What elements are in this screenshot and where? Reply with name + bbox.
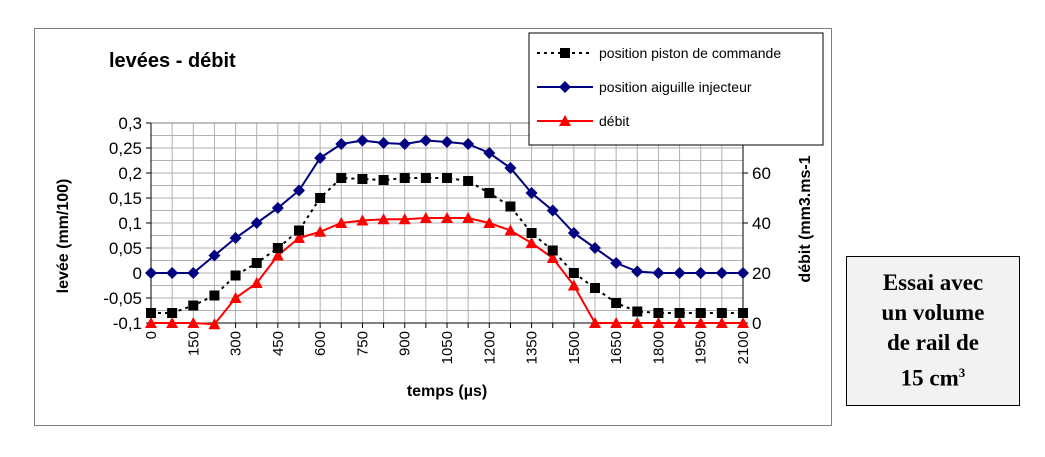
series-point xyxy=(421,173,431,183)
series-point xyxy=(400,173,410,183)
note-line-2: un volume xyxy=(882,298,985,328)
x-tick-label: 2100 xyxy=(735,331,752,364)
note-superscript: 3 xyxy=(959,365,966,380)
chart-frame: -0,1-0,0500,050,10,150,20,250,3020406080… xyxy=(34,28,832,426)
series-point xyxy=(188,301,198,311)
x-tick-label: 1350 xyxy=(524,331,541,364)
x-tick-label: 450 xyxy=(270,331,287,356)
note-line-3: de rail de xyxy=(882,328,985,358)
x-tick-label: 1200 xyxy=(481,331,498,364)
x-tick-label: 900 xyxy=(397,331,414,356)
series-point xyxy=(273,243,283,253)
series-point xyxy=(611,298,621,308)
legend-label: position piston de commande xyxy=(599,45,781,61)
y2-tick-label: 20 xyxy=(752,264,771,283)
note-line-1: Essai avec xyxy=(882,268,985,298)
series-point xyxy=(252,258,262,268)
series-point xyxy=(738,308,748,318)
series-point xyxy=(146,308,156,318)
legend-label: position aiguille injecteur xyxy=(599,79,752,95)
y-tick-label: 0,25 xyxy=(109,139,142,158)
series-point xyxy=(505,202,515,212)
x-axis-label: temps (µs) xyxy=(407,383,487,400)
series-point xyxy=(336,173,346,183)
series-point xyxy=(484,188,494,198)
series-point xyxy=(548,246,558,256)
y2-axis-label: débit (mm3.ms-1 xyxy=(797,155,814,282)
y-tick-label: 0,15 xyxy=(109,189,142,208)
y2-tick-label: 40 xyxy=(752,214,771,233)
y-tick-label: -0,1 xyxy=(113,314,142,333)
x-tick-label: 1950 xyxy=(693,331,710,364)
series-point xyxy=(357,174,367,184)
x-tick-label: 750 xyxy=(354,331,371,356)
series-point xyxy=(167,308,177,318)
series-point xyxy=(463,176,473,186)
legend-marker xyxy=(560,48,570,58)
chart-svg: -0,1-0,0500,050,10,150,20,250,3020406080… xyxy=(35,29,833,427)
x-tick-label: 1500 xyxy=(566,331,583,364)
series-point xyxy=(231,271,241,281)
y-tick-label: 0,05 xyxy=(109,239,142,258)
series-point xyxy=(527,228,537,238)
x-tick-label: 600 xyxy=(312,331,329,356)
chart-title: levées - débit xyxy=(109,50,236,72)
series-point xyxy=(696,308,706,318)
y-tick-label: 0 xyxy=(133,264,142,283)
x-tick-label: 0 xyxy=(143,331,160,339)
series-point xyxy=(590,283,600,293)
series-point xyxy=(632,307,642,317)
series-point xyxy=(209,291,219,301)
note-line-4-text: 15 cm xyxy=(901,366,959,391)
series-point xyxy=(442,173,452,183)
x-tick-label: 300 xyxy=(228,331,245,356)
legend: position piston de commande position aigu… xyxy=(529,33,823,145)
x-tick-label: 1800 xyxy=(650,331,667,364)
series-point xyxy=(379,175,389,185)
x-tick-label: 1050 xyxy=(439,331,456,364)
note-box: Essai avec un volume de rail de 15 cm3 xyxy=(846,256,1020,406)
series-point xyxy=(653,308,663,318)
series-point xyxy=(717,308,727,318)
y-tick-label: 0,1 xyxy=(118,214,142,233)
y2-tick-label: 60 xyxy=(752,164,771,183)
legend-label: débit xyxy=(599,113,629,129)
y-tick-label: -0,05 xyxy=(103,289,142,308)
x-tick-label: 150 xyxy=(185,331,202,356)
series-point xyxy=(315,193,325,203)
note-line-4: 15 cm3 xyxy=(882,358,985,394)
series-point xyxy=(569,268,579,278)
series-point xyxy=(294,226,304,236)
y-axis-label: levée (mm/100) xyxy=(55,179,72,294)
y-tick-label: 0,3 xyxy=(118,114,142,133)
y2-tick-label: 0 xyxy=(752,314,761,333)
series-point xyxy=(675,308,685,318)
x-tick-label: 1650 xyxy=(608,331,625,364)
y-tick-label: 0,2 xyxy=(118,164,142,183)
